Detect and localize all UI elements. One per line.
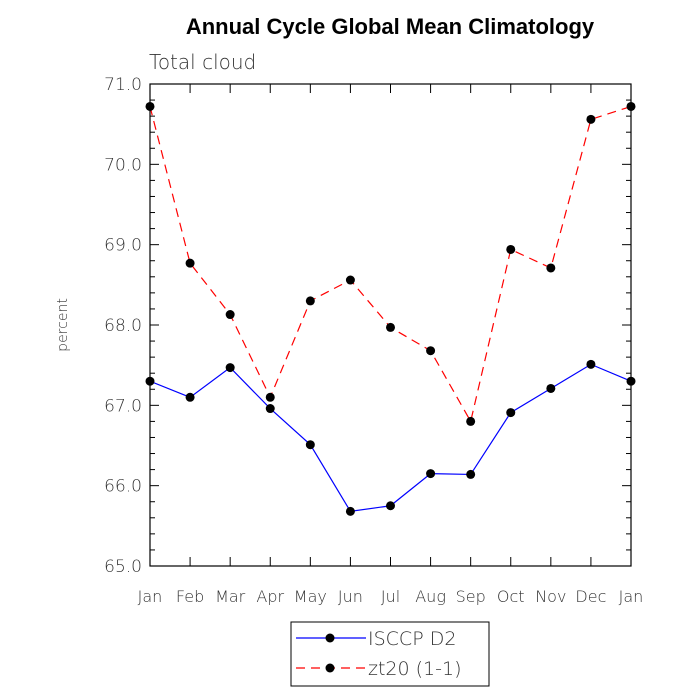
y-tick-label: 66.0 — [104, 477, 142, 497]
axis-ticks — [149, 83, 632, 567]
x-tick-label: Jan — [619, 587, 644, 606]
data-point-series-1 — [305, 296, 315, 306]
x-tick-label: Jul — [381, 587, 400, 606]
x-tick-label: Oct — [497, 587, 525, 606]
legend-label-isccp: ISCCP D2 — [368, 628, 456, 650]
data-point-series-0 — [626, 376, 636, 386]
data-point-series-1 — [586, 114, 596, 124]
data-point-series-1 — [386, 322, 395, 332]
chart-subtitle: Total cloud — [149, 50, 256, 74]
data-point-series-0 — [265, 404, 275, 414]
data-point-series-0 — [546, 383, 556, 393]
legend-marker-zt20 — [325, 663, 335, 673]
x-tick-label: Apr — [256, 587, 284, 606]
x-tick-labels: Jan Feb Mar Apr May Jun Jul Aug Sep Oct Nov Dec Jan — [138, 587, 644, 606]
x-tick-label: Nov — [535, 587, 566, 606]
x-tick-label: Aug — [415, 587, 446, 606]
series-line-0 — [149, 363, 632, 513]
y-tick-label: 65.0 — [104, 557, 142, 577]
data-point-series-1 — [426, 346, 436, 356]
series-layer — [145, 101, 636, 516]
y-tick-labels: 65.0 66.0 67.0 68.0 69.0 70.0 71.0 — [104, 75, 142, 577]
data-point-series-0 — [426, 469, 436, 479]
legend-label-zt20: zt20 (1-1) — [368, 658, 462, 680]
y-tick-label: 70.0 — [104, 155, 142, 175]
data-point-series-0 — [225, 363, 235, 373]
legend: ISCCP D2 zt20 (1-1) — [290, 621, 490, 687]
chart-title: Annual Cycle Global Mean Climatology — [186, 14, 595, 39]
data-point-series-0 — [305, 440, 315, 450]
y-axis-label: percent — [55, 298, 71, 352]
data-point-series-1 — [345, 275, 355, 285]
data-point-series-0 — [145, 376, 155, 386]
data-point-series-0 — [386, 501, 395, 511]
data-point-series-1 — [466, 416, 476, 426]
data-point-series-1 — [546, 263, 556, 273]
x-tick-label: Mar — [215, 587, 246, 606]
x-tick-label: Jun — [338, 587, 363, 606]
x-tick-label: Jan — [138, 587, 163, 606]
data-point-series-1 — [145, 101, 155, 111]
legend-box — [290, 621, 490, 687]
y-tick-label: 69.0 — [104, 236, 142, 256]
x-tick-label: May — [294, 587, 327, 606]
x-tick-label: Feb — [176, 587, 204, 606]
data-point-series-0 — [586, 359, 596, 369]
y-tick-label: 71.0 — [104, 75, 142, 95]
data-point-series-0 — [466, 469, 476, 479]
data-point-series-0 — [185, 392, 195, 402]
x-tick-label: Sep — [456, 587, 486, 606]
data-point-series-1 — [185, 258, 195, 268]
y-tick-label: 68.0 — [104, 316, 142, 336]
x-tick-label: Dec — [575, 587, 606, 606]
data-point-series-1 — [225, 310, 235, 320]
y-tick-label: 67.0 — [104, 396, 142, 416]
data-point-series-1 — [626, 101, 636, 111]
data-point-series-0 — [345, 506, 355, 516]
data-point-series-1 — [506, 244, 516, 254]
data-point-series-0 — [506, 408, 516, 418]
data-point-series-1 — [265, 392, 275, 402]
legend-marker-isccp — [325, 633, 335, 643]
